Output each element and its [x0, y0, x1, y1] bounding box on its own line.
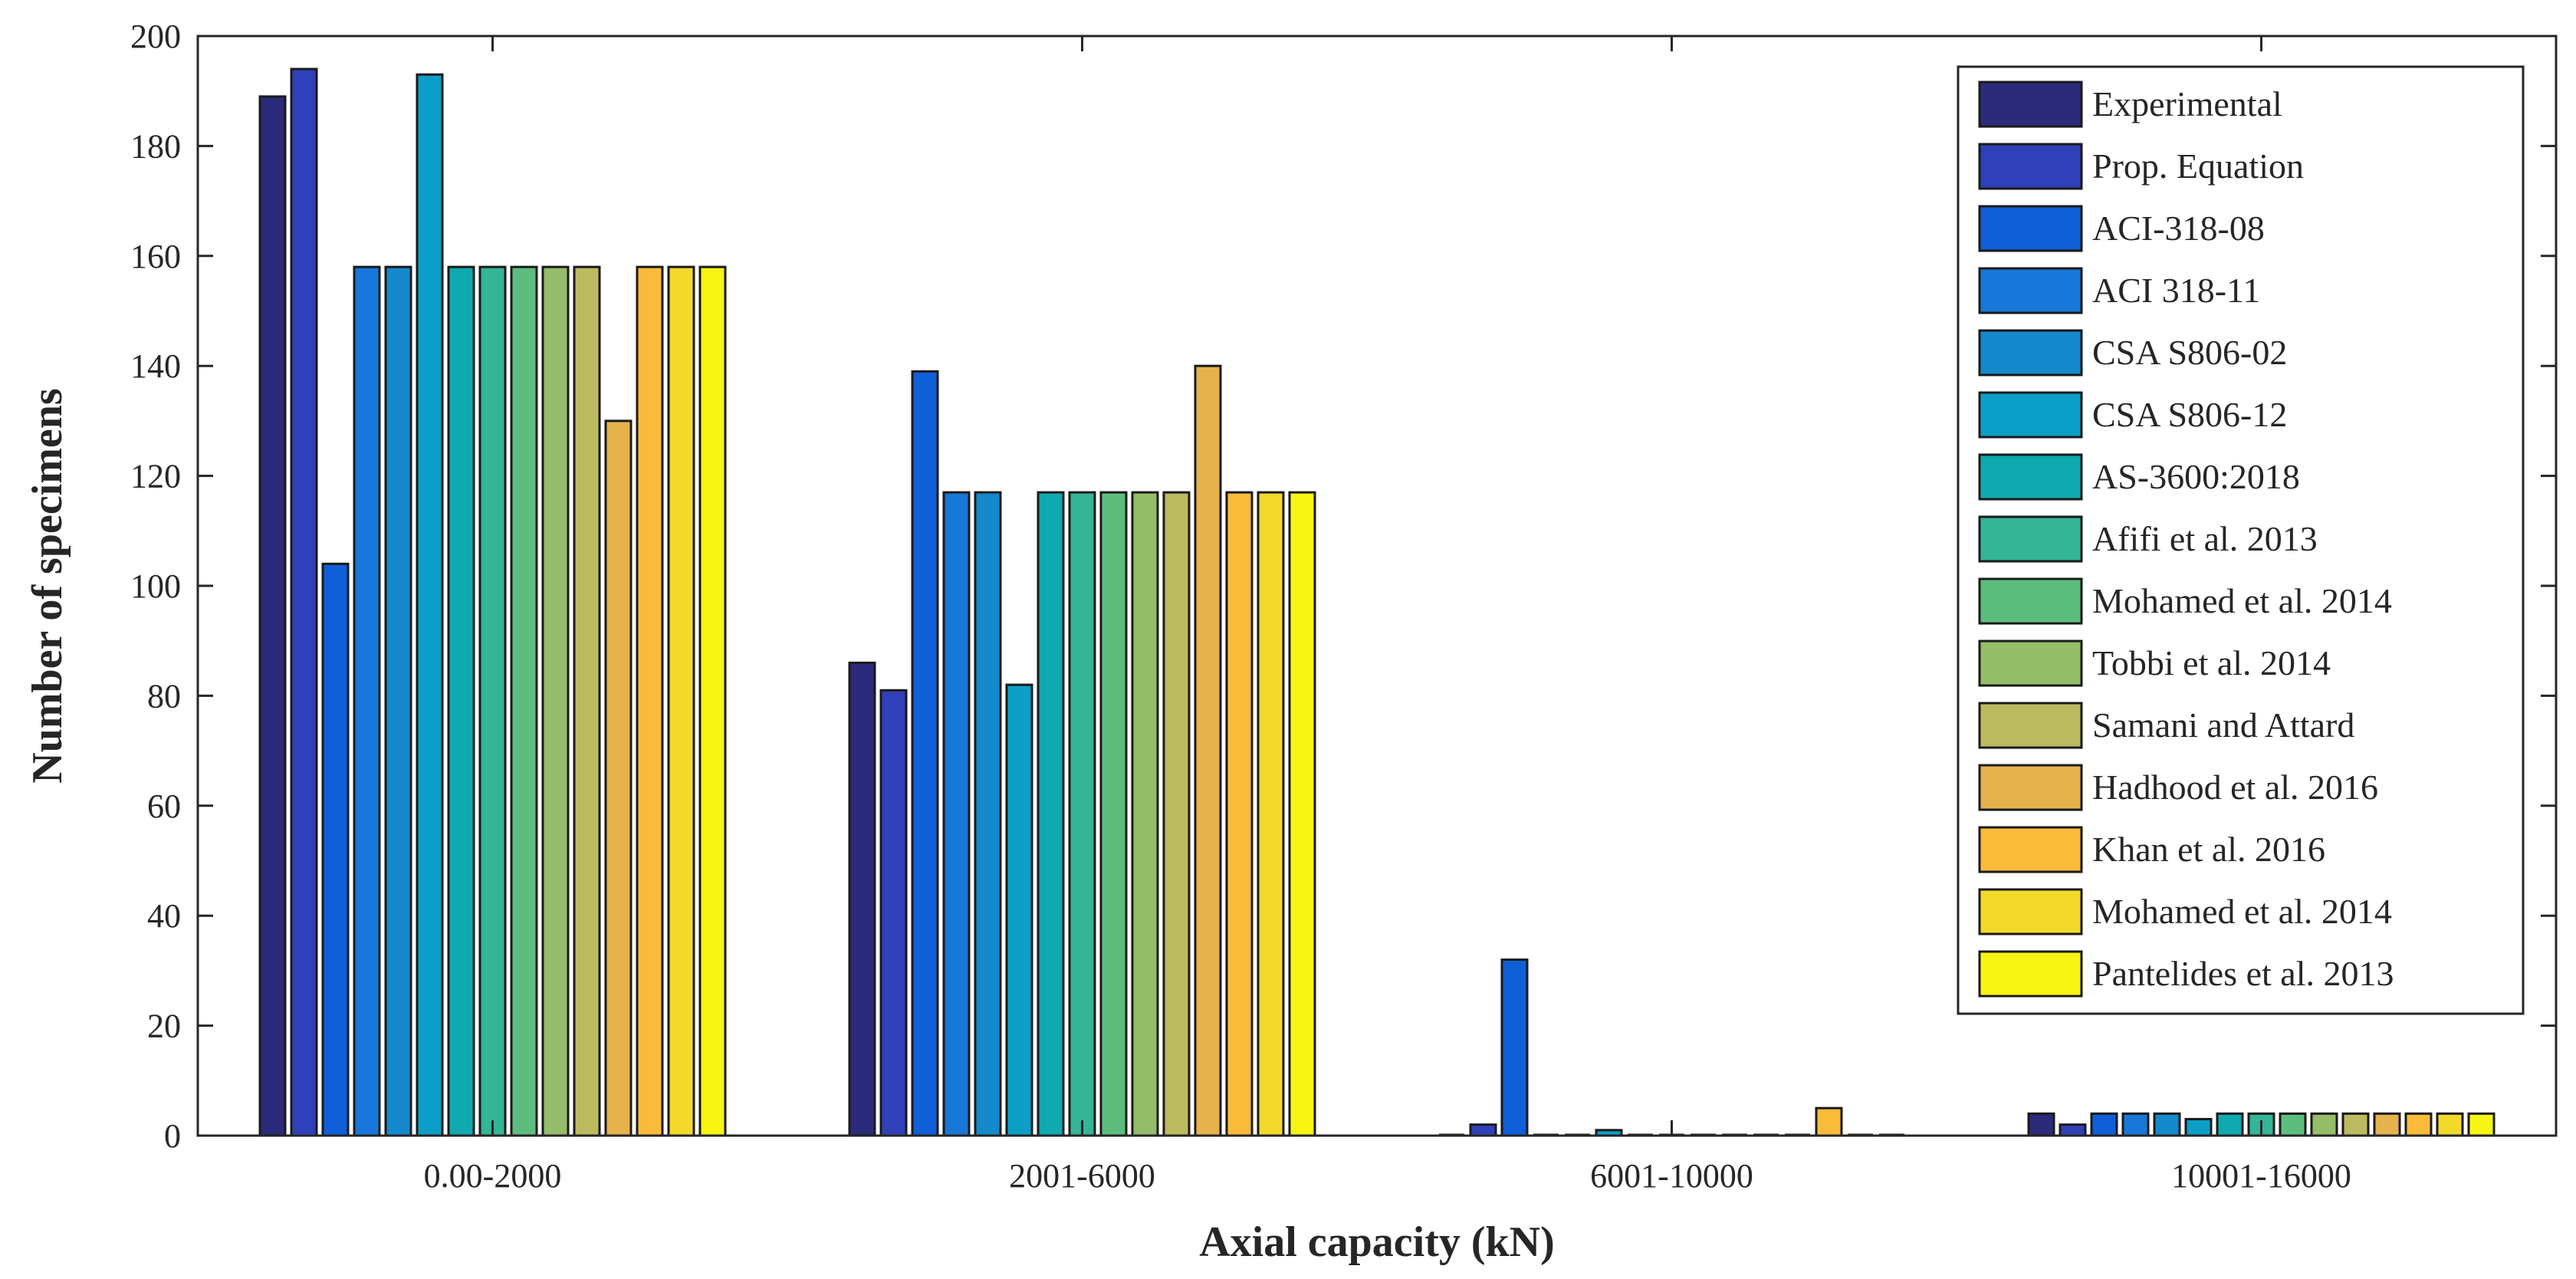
legend-swatch [1978, 81, 2083, 128]
bar [2436, 1112, 2464, 1137]
bar [2153, 1112, 2181, 1137]
legend-swatch [1978, 577, 2083, 625]
legend-label: Hadhood et al. 2016 [2092, 768, 2378, 807]
y-tick-label: 20 [147, 1008, 181, 1045]
legend-swatch [1978, 950, 2083, 998]
legend-label: Prop. Equation [2092, 146, 2304, 186]
legend-swatch [1978, 267, 2083, 314]
legend-label: CSA S806-12 [2092, 395, 2287, 434]
bar [2279, 1112, 2307, 1137]
legend-swatch [1978, 764, 2083, 811]
legend-swatch [1978, 453, 2083, 501]
bar [879, 689, 908, 1137]
bar [416, 73, 444, 1137]
bar [2090, 1112, 2118, 1137]
bar [2404, 1112, 2433, 1137]
legend-label: Pantelides et al. 2013 [2092, 954, 2394, 993]
y-tick-label: 40 [147, 897, 181, 935]
legend-swatch [1978, 888, 2083, 935]
bar [2058, 1123, 2087, 1137]
legend-swatch [1978, 640, 2083, 687]
legend-label: Khan et al. 2016 [2092, 830, 2325, 869]
legend-swatch [1978, 826, 2083, 873]
x-tick-label: 0.00-2000 [424, 1157, 562, 1195]
legend-label: ACI-318-08 [2092, 209, 2265, 248]
legend-label: Afifi et al. 2013 [2092, 519, 2318, 558]
x-tick-label: 2001-6000 [1009, 1157, 1155, 1195]
legend-label: ACI 318-11 [2092, 271, 2260, 310]
bar [636, 265, 664, 1137]
legend-swatch [1978, 329, 2083, 376]
bar [1815, 1106, 1843, 1137]
bar [974, 491, 1002, 1137]
bar [2121, 1112, 2150, 1137]
bar [1469, 1123, 1497, 1137]
bar [321, 562, 350, 1137]
bar [1162, 491, 1191, 1137]
y-tick-label: 140 [130, 347, 181, 385]
bar [510, 265, 538, 1137]
bar [1500, 958, 1529, 1137]
bar [1194, 364, 1222, 1137]
bar [1068, 491, 1096, 1137]
legend-swatch [1978, 702, 2083, 749]
legend-swatch [1978, 391, 2083, 439]
bar [258, 95, 287, 1137]
bar [1288, 491, 1316, 1137]
legend: Experimental Prop. Equation ACI-318-08 ACI … [1957, 65, 2525, 1015]
bar [942, 491, 971, 1137]
legend-swatch [1978, 515, 2083, 563]
y-tick-label: 80 [147, 677, 181, 715]
y-tick-label: 60 [147, 787, 181, 825]
legend-label: Tobbi et al. 2014 [2092, 643, 2331, 682]
bar [698, 265, 727, 1137]
bar [478, 265, 507, 1137]
y-tick-label: 0 [164, 1117, 181, 1155]
bar [2027, 1112, 2055, 1137]
legend-label: Mohamed et al. 2014 [2092, 892, 2392, 931]
bar [2373, 1112, 2401, 1137]
y-tick-label: 160 [130, 238, 181, 275]
legend-label: Mohamed et al. 2014 [2092, 581, 2392, 620]
legend-swatch [1978, 143, 2083, 190]
bar [911, 370, 939, 1137]
legend-label: Experimental [2092, 84, 2282, 123]
bar [1131, 491, 1159, 1137]
bar [604, 419, 632, 1137]
y-tick-label: 180 [130, 127, 181, 165]
legend-label: AS-3600:2018 [2092, 457, 2300, 496]
y-tick-label: 100 [130, 567, 181, 605]
y-tick-label: 200 [130, 18, 181, 55]
bars-layer [258, 67, 2496, 1137]
bar [1225, 491, 1254, 1137]
axes-layer: 0 20 40 60 80 100 120 140 160 180 200 0.00-2000 2001… [130, 18, 2556, 1195]
bar [384, 265, 412, 1137]
legend-label: Samani and Attard [2092, 705, 2354, 745]
x-tick-label: 6001-10000 [1590, 1157, 1753, 1195]
bar [1037, 491, 1065, 1137]
bar [353, 265, 381, 1137]
bar [2184, 1117, 2213, 1137]
y-axis-title: Number of specimens [24, 388, 71, 783]
bar [1099, 491, 1128, 1137]
bar [541, 265, 570, 1137]
legend-label: CSA S806-02 [2092, 333, 2287, 372]
x-axis-title: Axial capacity (kN) [1199, 1218, 1555, 1266]
bar [290, 67, 318, 1137]
bar [848, 661, 876, 1137]
x-tick-label: 10001-16000 [2171, 1157, 2351, 1195]
bar [2216, 1112, 2244, 1137]
bar [2341, 1112, 2370, 1137]
bar [2310, 1112, 2338, 1137]
y-tick-label: 120 [130, 458, 181, 495]
bar [573, 265, 601, 1137]
bar [1005, 683, 1033, 1137]
bar [667, 265, 695, 1137]
bar [447, 265, 475, 1137]
legend-swatch [1978, 205, 2083, 252]
bar [1257, 491, 1285, 1137]
bar [2467, 1112, 2496, 1137]
